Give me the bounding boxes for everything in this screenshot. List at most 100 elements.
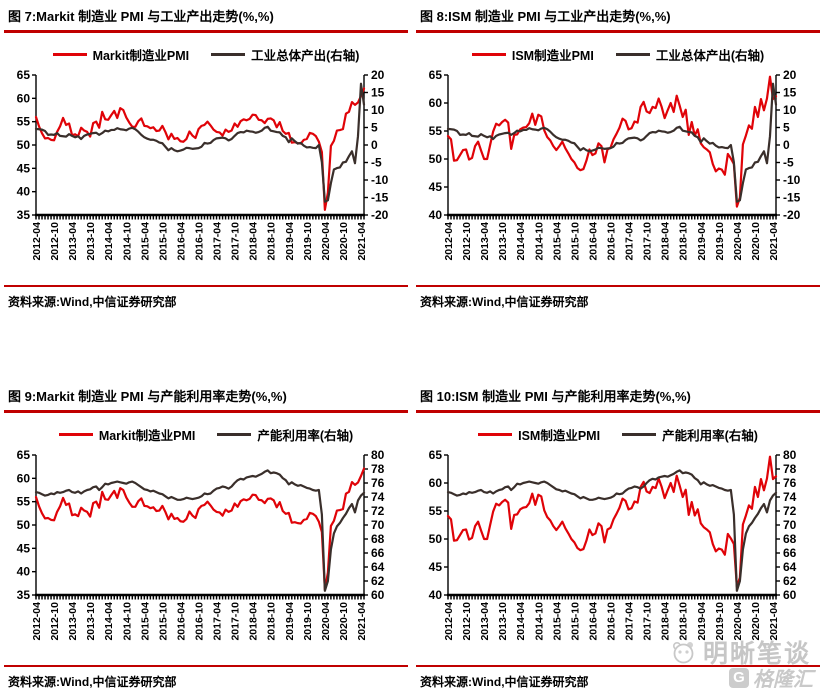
svg-text:2014-10: 2014-10 [121,602,133,641]
svg-text:-10: -10 [371,173,389,187]
legend-label-pmi: Markit制造业PMI [92,48,190,63]
svg-text:2019-10: 2019-10 [714,222,726,261]
figure-10-title: 图 10:ISM 制造业 PMI 与产能利用率走势(%,%) [416,380,820,413]
svg-text:68: 68 [371,532,385,546]
svg-text:2014-04: 2014-04 [515,222,527,261]
svg-text:68: 68 [783,532,797,546]
svg-text:60: 60 [429,96,443,110]
svg-text:2014-04: 2014-04 [103,222,115,261]
figure-7-line-chart: 6560555045403520151050-5-10-15-202012-04… [17,68,389,261]
svg-text:60: 60 [429,476,443,490]
svg-text:0: 0 [783,138,790,152]
svg-text:2014-04: 2014-04 [515,602,527,641]
svg-text:2016-10: 2016-10 [193,222,205,261]
figure-7-title: 图 7:Markit 制造业 PMI 与工业产出走势(%,%) [4,0,408,33]
svg-text:40: 40 [429,208,443,222]
legend-dark-line-swatch [211,52,246,56]
svg-text:2021-04: 2021-04 [356,222,368,261]
figure-7-source-note: 资料来源:Wind,中信证券研究部 [4,285,408,310]
figure-8-title: 图 8:ISM 制造业 PMI 与工业产出走势(%,%) [416,0,820,33]
svg-text:45: 45 [17,161,31,175]
legend-red-line-swatch [52,52,87,56]
figure-10-legend: ISM制造业PMI 产能利用率(右轴) [416,425,820,443]
svg-text:60: 60 [17,91,31,105]
svg-text:65: 65 [17,448,31,462]
svg-text:15: 15 [783,86,797,100]
svg-text:2014-10: 2014-10 [533,222,545,261]
legend-label-pmi: ISM制造业PMI [518,428,601,443]
svg-text:45: 45 [17,541,31,555]
svg-text:2017-10: 2017-10 [230,222,242,261]
svg-text:2018-10: 2018-10 [266,222,278,261]
svg-text:2020-04: 2020-04 [732,602,744,641]
svg-text:2017-04: 2017-04 [212,222,224,261]
svg-text:65: 65 [429,448,443,462]
svg-text:2013-04: 2013-04 [479,222,491,261]
svg-text:2019-10: 2019-10 [302,222,314,261]
svg-text:-20: -20 [783,208,801,222]
svg-text:72: 72 [783,504,797,518]
svg-text:2014-10: 2014-10 [533,602,545,641]
svg-text:2019-04: 2019-04 [696,602,708,641]
svg-text:2020-10: 2020-10 [338,222,350,261]
svg-text:-15: -15 [783,191,801,205]
svg-text:2019-04: 2019-04 [696,222,708,261]
svg-text:2018-04: 2018-04 [248,222,260,261]
svg-text:74: 74 [783,490,797,504]
svg-text:-10: -10 [783,173,801,187]
svg-text:2019-04: 2019-04 [284,222,296,261]
svg-text:62: 62 [371,574,385,588]
legend-dark-line-swatch [622,432,657,436]
svg-text:2015-10: 2015-10 [157,602,169,641]
svg-text:2013-10: 2013-10 [85,222,97,261]
figure-9-title: 图 9:Markit 制造业 PMI 与产能利用率走势(%,%) [4,380,408,413]
svg-text:2014-04: 2014-04 [103,602,115,641]
svg-text:-5: -5 [371,156,382,170]
svg-text:2012-04: 2012-04 [31,222,43,261]
figure-10-line-chart: 65605550454080787674727068666462602012-0… [429,448,797,641]
svg-text:80: 80 [783,448,797,462]
svg-text:2015-04: 2015-04 [139,602,151,641]
svg-text:55: 55 [17,115,31,129]
svg-text:2015-10: 2015-10 [157,222,169,261]
svg-text:2017-10: 2017-10 [642,602,654,641]
svg-text:50: 50 [429,532,443,546]
svg-text:2017-04: 2017-04 [212,602,224,641]
figure-8-source-note: 资料来源:Wind,中信证券研究部 [416,285,820,310]
svg-text:2013-10: 2013-10 [85,602,97,641]
svg-text:2015-04: 2015-04 [551,222,563,261]
legend-dark-line-swatch [615,52,650,56]
svg-text:55: 55 [429,124,443,138]
svg-text:2018-04: 2018-04 [660,222,672,261]
svg-text:2020-04: 2020-04 [320,222,332,261]
legend-label-capacity: 产能利用率(右轴) [257,428,354,443]
svg-text:2019-04: 2019-04 [284,602,296,641]
svg-text:2016-04: 2016-04 [175,602,187,641]
svg-text:2017-10: 2017-10 [642,222,654,261]
figure-7-panel: 图 7:Markit 制造业 PMI 与工业产出走势(%,%) Markit制造… [4,0,408,310]
svg-text:2013-04: 2013-04 [67,602,79,641]
svg-text:2018-10: 2018-10 [678,602,690,641]
legend-dark-line-swatch [217,432,252,436]
figure-8-legend: ISM制造业PMI 工业总体产出(右轴) [416,45,820,63]
svg-text:40: 40 [17,565,31,579]
svg-text:76: 76 [371,476,385,490]
svg-text:5: 5 [371,121,378,135]
svg-text:2019-10: 2019-10 [714,602,726,641]
watermark-brand-text: 明晰笔谈 [702,640,811,668]
svg-text:2020-10: 2020-10 [750,222,762,261]
svg-text:45: 45 [429,560,443,574]
svg-text:72: 72 [371,504,385,518]
svg-text:10: 10 [371,103,385,117]
svg-text:2013-04: 2013-04 [67,222,79,261]
legend-label-pmi: Markit制造业PMI [98,428,196,443]
svg-text:2012-10: 2012-10 [461,222,473,261]
svg-text:2016-04: 2016-04 [587,222,599,261]
svg-text:66: 66 [371,546,385,560]
svg-text:2013-04: 2013-04 [479,602,491,641]
svg-text:-5: -5 [783,156,794,170]
svg-text:2017-10: 2017-10 [230,602,242,641]
watermark-gelonghui: G 格隆汇 [729,663,813,691]
